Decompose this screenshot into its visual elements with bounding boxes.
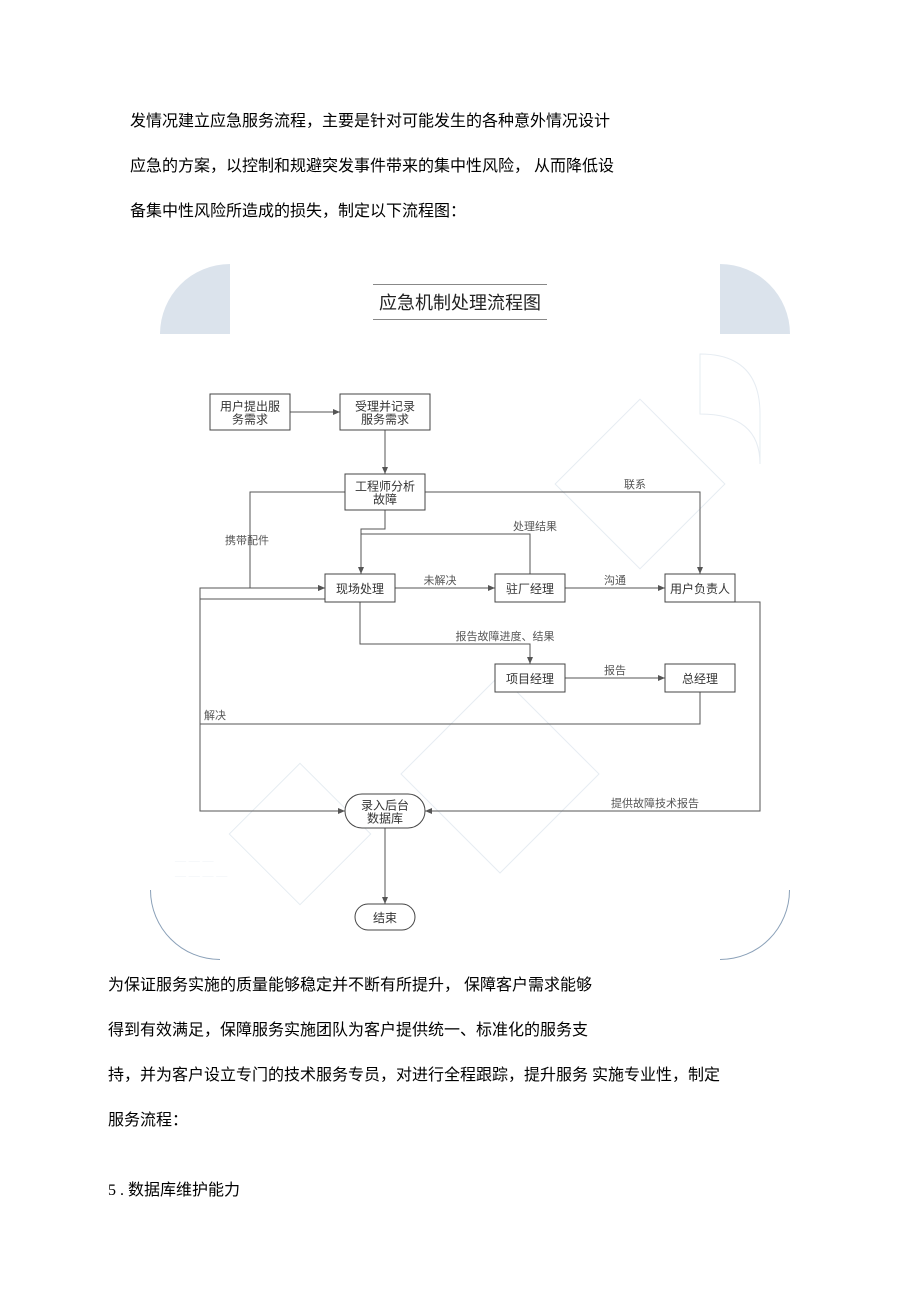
svg-text:— — — —: — — — —: [174, 870, 228, 882]
flowchart-nodes: 用户提出服务需求 受理并记录服务需求工程师分析故障现场处理 驻厂经理 用户负责人项目经…: [210, 394, 735, 930]
edge-label: 处理结果: [513, 520, 557, 533]
node-label: 用户提出服: [220, 399, 280, 414]
node-label: 服务需求: [361, 412, 409, 427]
node-label: 数据库: [367, 811, 403, 826]
edge-label: 联系: [624, 478, 646, 491]
document-page: 发情况建立应急服务流程，主要是针对可能发生的各种意外情况设计 应急的方案，以控制…: [0, 0, 920, 1213]
edge-label: 报告故障进度、结果: [456, 629, 555, 643]
after-line-2: 得到有效满足，保障服务实施团队为客户提供统一、标准化的服务支: [0, 1009, 920, 1054]
edge: [361, 510, 385, 574]
svg-text:— — —: — — —: [174, 855, 215, 867]
intro-line-2: 应急的方案，以控制和规避突发事件带来的集中性风险， 从而降低设: [0, 145, 920, 190]
node-label: 工程师分析: [355, 479, 415, 494]
edge-label: 解决: [204, 708, 226, 722]
node-label: 项目经理: [506, 672, 554, 686]
intro-line-1: 发情况建立应急服务流程，主要是针对可能发生的各种意外情况设计: [0, 0, 920, 145]
watermark-shapes: — — — — — — —: [174, 354, 760, 905]
edge: [425, 492, 700, 574]
node-label: 用户负责人: [670, 581, 730, 596]
edge-label: 提供故障技术报告: [611, 796, 699, 810]
edge-label: 携带配件: [225, 533, 269, 547]
edge-label: 沟通: [604, 574, 626, 587]
after-line-1: 为保证服务实施的质量能够稳定并不断有所提升， 保障客户需求能够: [0, 964, 920, 1009]
node-label: 务需求: [232, 412, 268, 427]
node-label: 结束: [373, 911, 397, 925]
after-line-4: 服务流程：: [0, 1099, 920, 1144]
node-label: 故障: [373, 492, 397, 507]
node-label: 驻厂经理: [506, 581, 554, 596]
node-label: 受理并记录: [355, 400, 415, 414]
section-heading: 5 . 数据库维护能力: [0, 1144, 920, 1214]
node-label: 总经理: [682, 672, 718, 686]
edge: [200, 588, 700, 724]
edge: [200, 599, 345, 811]
intro-line-3: 备集中性风险所造成的损失，制定以下流程图：: [0, 190, 920, 235]
after-line-3: 持，并为客户设立专门的技术服务专员，对进行全程跟踪，提升服务 实施专业性，制定: [0, 1054, 920, 1099]
edge: [445, 534, 530, 574]
node-label: 录入后台: [361, 798, 409, 813]
flowchart-container: 应急机制处理流程图 — — — — — — — 携带配件联系未解决沟通处理结果报…: [0, 264, 920, 964]
flowchart-svg: — — — — — — — 携带配件 联系未解决 沟通 处理结果报告故障进度、结果报告…: [0, 264, 920, 964]
node-label: 现场处理: [336, 582, 384, 596]
flowchart-edges: 携带配件 联系未解决 沟通 处理结果报告故障进度、结果报告解决提供故障技术报告: [200, 412, 760, 904]
edge-label: 报告: [604, 663, 626, 677]
edge-label: 未解决: [424, 573, 457, 587]
